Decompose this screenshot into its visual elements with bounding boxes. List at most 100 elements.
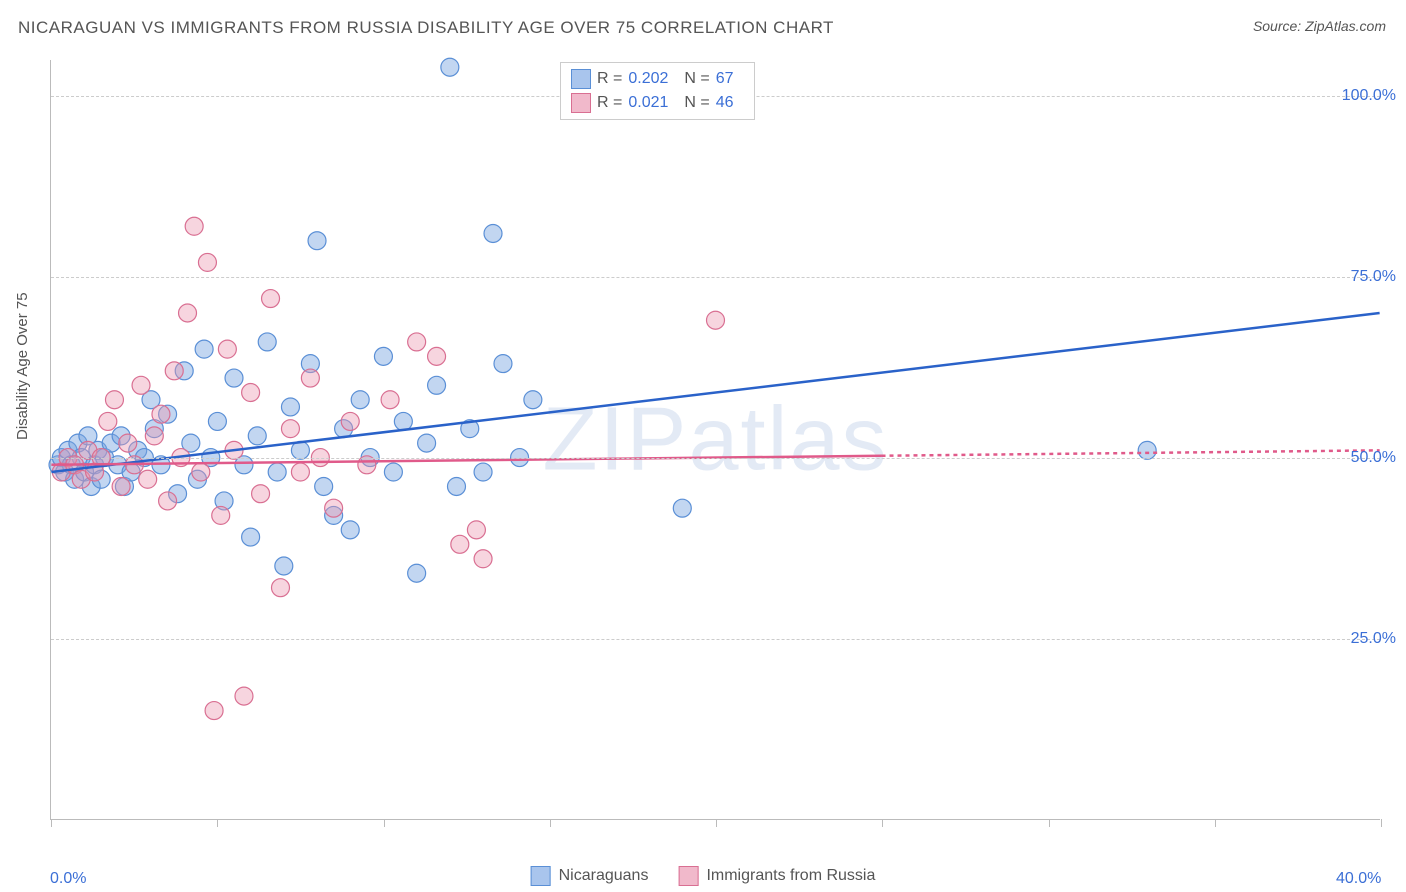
source-label: Source: — [1253, 18, 1305, 34]
scatter-point — [218, 340, 236, 358]
x-tick — [716, 819, 717, 827]
scatter-point — [441, 58, 459, 76]
legend-item: Nicaraguans — [531, 866, 649, 886]
legend-series-name: Nicaraguans — [559, 867, 649, 885]
scatter-point — [185, 217, 203, 235]
chart-container: NICARAGUAN VS IMMIGRANTS FROM RUSSIA DIS… — [0, 0, 1406, 892]
x-tick — [384, 819, 385, 827]
scatter-point — [381, 391, 399, 409]
scatter-point — [192, 463, 210, 481]
stats-row: R =0.202N =67 — [571, 67, 744, 91]
scatter-point — [242, 528, 260, 546]
scatter-point — [428, 376, 446, 394]
chart-title: NICARAGUAN VS IMMIGRANTS FROM RUSSIA DIS… — [18, 18, 834, 38]
scatter-point — [152, 405, 170, 423]
y-tick-label: 25.0% — [1351, 630, 1396, 648]
scatter-point — [467, 521, 485, 539]
legend-item: Immigrants from Russia — [678, 866, 875, 886]
scatter-point — [451, 535, 469, 553]
legend-swatch — [571, 69, 591, 89]
trend-line-dashed — [882, 450, 1380, 455]
scatter-point — [308, 232, 326, 250]
scatter-point — [448, 477, 466, 495]
scatter-point — [159, 492, 177, 510]
n-value: 46 — [716, 94, 734, 112]
scatter-point — [262, 290, 280, 308]
n-value: 67 — [716, 70, 734, 88]
scatter-point — [524, 391, 542, 409]
scatter-point — [325, 499, 343, 517]
y-axis-label: Disability Age Over 75 — [14, 292, 31, 440]
scatter-point — [418, 434, 436, 452]
gridline — [51, 458, 1380, 459]
scatter-point — [119, 434, 137, 452]
scatter-point — [112, 477, 130, 495]
y-tick-label: 50.0% — [1351, 449, 1396, 467]
scatter-point — [235, 687, 253, 705]
source-attribution: Source: ZipAtlas.com — [1253, 18, 1386, 34]
scatter-point — [374, 347, 392, 365]
scatter-point — [474, 463, 492, 481]
scatter-point — [394, 412, 412, 430]
r-label: R = — [597, 94, 622, 112]
x-tick — [1215, 819, 1216, 827]
scatter-point — [341, 412, 359, 430]
x-tick-label: 0.0% — [50, 870, 86, 888]
gridline — [51, 639, 1380, 640]
scatter-point — [208, 412, 226, 430]
scatter-point — [408, 564, 426, 582]
source-name: ZipAtlas.com — [1305, 18, 1386, 34]
x-tick — [882, 819, 883, 827]
x-tick-label: 40.0% — [1336, 870, 1381, 888]
y-tick-label: 100.0% — [1342, 87, 1396, 105]
scatter-point — [673, 499, 691, 517]
scatter-point — [428, 347, 446, 365]
gridline — [51, 277, 1380, 278]
scatter-point — [242, 384, 260, 402]
plot-area: ZIPatlas — [50, 60, 1380, 820]
plot-svg — [51, 60, 1380, 819]
x-tick — [1381, 819, 1382, 827]
scatter-point — [132, 376, 150, 394]
stats-legend-box: R = 0.202 N = 67 R = 0.021 N = 46 — [560, 62, 755, 120]
r-value: 0.202 — [628, 70, 668, 88]
scatter-point — [281, 420, 299, 438]
scatter-point — [408, 333, 426, 351]
scatter-point — [179, 304, 197, 322]
scatter-point — [301, 369, 319, 387]
bottom-legend: Nicaraguans Immigrants from Russia — [531, 866, 876, 886]
legend-swatch — [531, 866, 551, 886]
stats-row: R = 0.021 N = 46 — [571, 91, 744, 115]
legend-series-name: Immigrants from Russia — [706, 867, 875, 885]
scatter-point — [165, 362, 183, 380]
scatter-point — [351, 391, 369, 409]
scatter-point — [258, 333, 276, 351]
scatter-point — [1138, 441, 1156, 459]
scatter-point — [139, 470, 157, 488]
scatter-point — [268, 463, 286, 481]
scatter-point — [341, 521, 359, 539]
scatter-point — [484, 224, 502, 242]
scatter-point — [272, 579, 290, 597]
x-tick — [1049, 819, 1050, 827]
scatter-point — [205, 702, 223, 720]
scatter-point — [291, 463, 309, 481]
scatter-point — [315, 477, 333, 495]
scatter-point — [281, 398, 299, 416]
r-label: R = — [597, 70, 622, 88]
legend-swatch — [678, 866, 698, 886]
y-tick-label: 75.0% — [1351, 268, 1396, 286]
x-tick — [550, 819, 551, 827]
scatter-point — [248, 427, 266, 445]
scatter-point — [252, 485, 270, 503]
scatter-point — [195, 340, 213, 358]
x-tick — [217, 819, 218, 827]
scatter-point — [707, 311, 725, 329]
legend-swatch — [571, 93, 591, 113]
x-tick — [51, 819, 52, 827]
r-value: 0.021 — [628, 94, 668, 112]
scatter-point — [99, 412, 117, 430]
n-label: N = — [684, 94, 709, 112]
scatter-point — [105, 391, 123, 409]
scatter-point — [474, 550, 492, 568]
